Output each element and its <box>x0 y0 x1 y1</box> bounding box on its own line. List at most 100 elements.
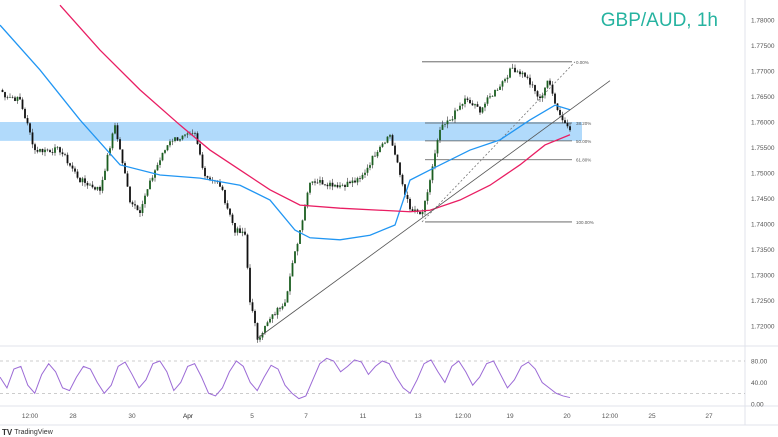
candle-body <box>151 177 154 181</box>
candle-body <box>521 72 524 75</box>
candle-body <box>226 203 229 209</box>
candle-body <box>344 185 346 187</box>
candle-body <box>426 192 429 201</box>
candle-body <box>84 178 86 183</box>
candle-body <box>129 186 131 203</box>
time-tick-label: 12:00 <box>602 413 619 420</box>
candle-body <box>179 139 181 141</box>
fib-level-label: 100.00% <box>576 220 594 225</box>
candle-body <box>569 126 571 131</box>
candle-body <box>561 114 564 121</box>
time-tick-label: 27 <box>705 413 713 420</box>
candle-body <box>376 151 379 157</box>
candle-body <box>486 97 489 104</box>
candle-body <box>326 184 329 187</box>
candle-body <box>374 155 376 157</box>
candle-body <box>44 149 46 153</box>
candle-body <box>269 318 271 323</box>
price-tick-label: 1.72500 <box>751 298 775 305</box>
candle-body <box>16 96 19 101</box>
candle-body <box>209 177 211 181</box>
time-tick-label: 13 <box>414 413 422 420</box>
candle-body <box>181 135 184 140</box>
candle-body <box>449 120 451 121</box>
candle-body <box>141 204 144 213</box>
price-tick-label: 1.76500 <box>751 94 775 101</box>
candle-body <box>174 137 176 141</box>
time-tick-label: 25 <box>648 413 656 420</box>
candle-body <box>319 180 321 183</box>
candle-body <box>289 276 291 292</box>
rsi-tick-label: 0.00 <box>751 402 764 409</box>
candle-body <box>444 124 446 125</box>
candle-body <box>104 170 106 180</box>
candle-body <box>529 77 531 85</box>
candle-body <box>346 181 349 187</box>
time-tick-label: 11 <box>360 413 367 420</box>
candle-body <box>261 333 264 338</box>
candle-body <box>524 72 526 77</box>
candle-body <box>391 135 394 146</box>
candle-body <box>366 167 369 173</box>
candle-body <box>384 142 386 144</box>
candle-body <box>309 182 311 193</box>
candle-body <box>514 67 516 73</box>
candle-body <box>1 89 4 93</box>
price-tick-label: 1.75000 <box>751 171 775 178</box>
candle-body <box>381 143 384 147</box>
candle-body <box>256 323 259 340</box>
candle-body <box>304 206 306 221</box>
time-tick-label: Apr <box>183 413 194 420</box>
price-tick-label: 1.73000 <box>751 273 775 280</box>
candle-body <box>501 81 504 87</box>
candle-body <box>509 68 511 78</box>
tradingview-logo: TV TradingView <box>2 428 53 437</box>
candle-body <box>506 77 509 80</box>
candle-body <box>276 307 279 315</box>
candle-body <box>89 184 91 186</box>
candle-body <box>334 184 336 187</box>
candle-body <box>264 325 266 334</box>
candle-body <box>134 204 136 206</box>
candle-body <box>429 180 431 193</box>
candle-body <box>9 97 11 98</box>
candle-body <box>434 153 436 167</box>
candle-body <box>459 105 461 110</box>
candle-body <box>419 211 421 215</box>
candle-body <box>271 314 274 319</box>
candle-body <box>164 150 166 153</box>
candle-body <box>24 108 26 119</box>
candle-body <box>306 192 309 207</box>
candle-body <box>139 210 141 213</box>
candle-body <box>114 125 116 134</box>
candle-body <box>504 79 506 82</box>
candle-body <box>36 150 39 152</box>
moving-average-line <box>0 24 571 241</box>
candle-body <box>21 99 24 109</box>
candle-body <box>364 172 366 175</box>
fib-level-label: 50.00% <box>576 139 591 144</box>
candle-body <box>274 314 276 315</box>
candle-body <box>339 185 341 188</box>
candle-body <box>496 89 499 91</box>
candle-body <box>81 178 84 183</box>
price-tick-label: 1.74000 <box>751 222 775 229</box>
candle-body <box>266 322 269 326</box>
candle-body <box>414 209 416 212</box>
candle-body <box>479 106 481 113</box>
candle-body <box>239 228 241 233</box>
candle-body <box>421 211 424 215</box>
price-tick-label: 1.77500 <box>751 43 775 50</box>
price-tick-label: 1.77000 <box>751 69 775 76</box>
candle-body <box>26 118 29 124</box>
candle-body <box>291 263 294 277</box>
candle-body <box>49 150 51 153</box>
candle-body <box>61 152 64 155</box>
candle-body <box>251 302 254 311</box>
candle-body <box>341 185 344 186</box>
candle-body <box>379 146 381 152</box>
candle-body <box>329 182 331 187</box>
candle-body <box>74 168 76 172</box>
candle-body <box>466 98 469 100</box>
